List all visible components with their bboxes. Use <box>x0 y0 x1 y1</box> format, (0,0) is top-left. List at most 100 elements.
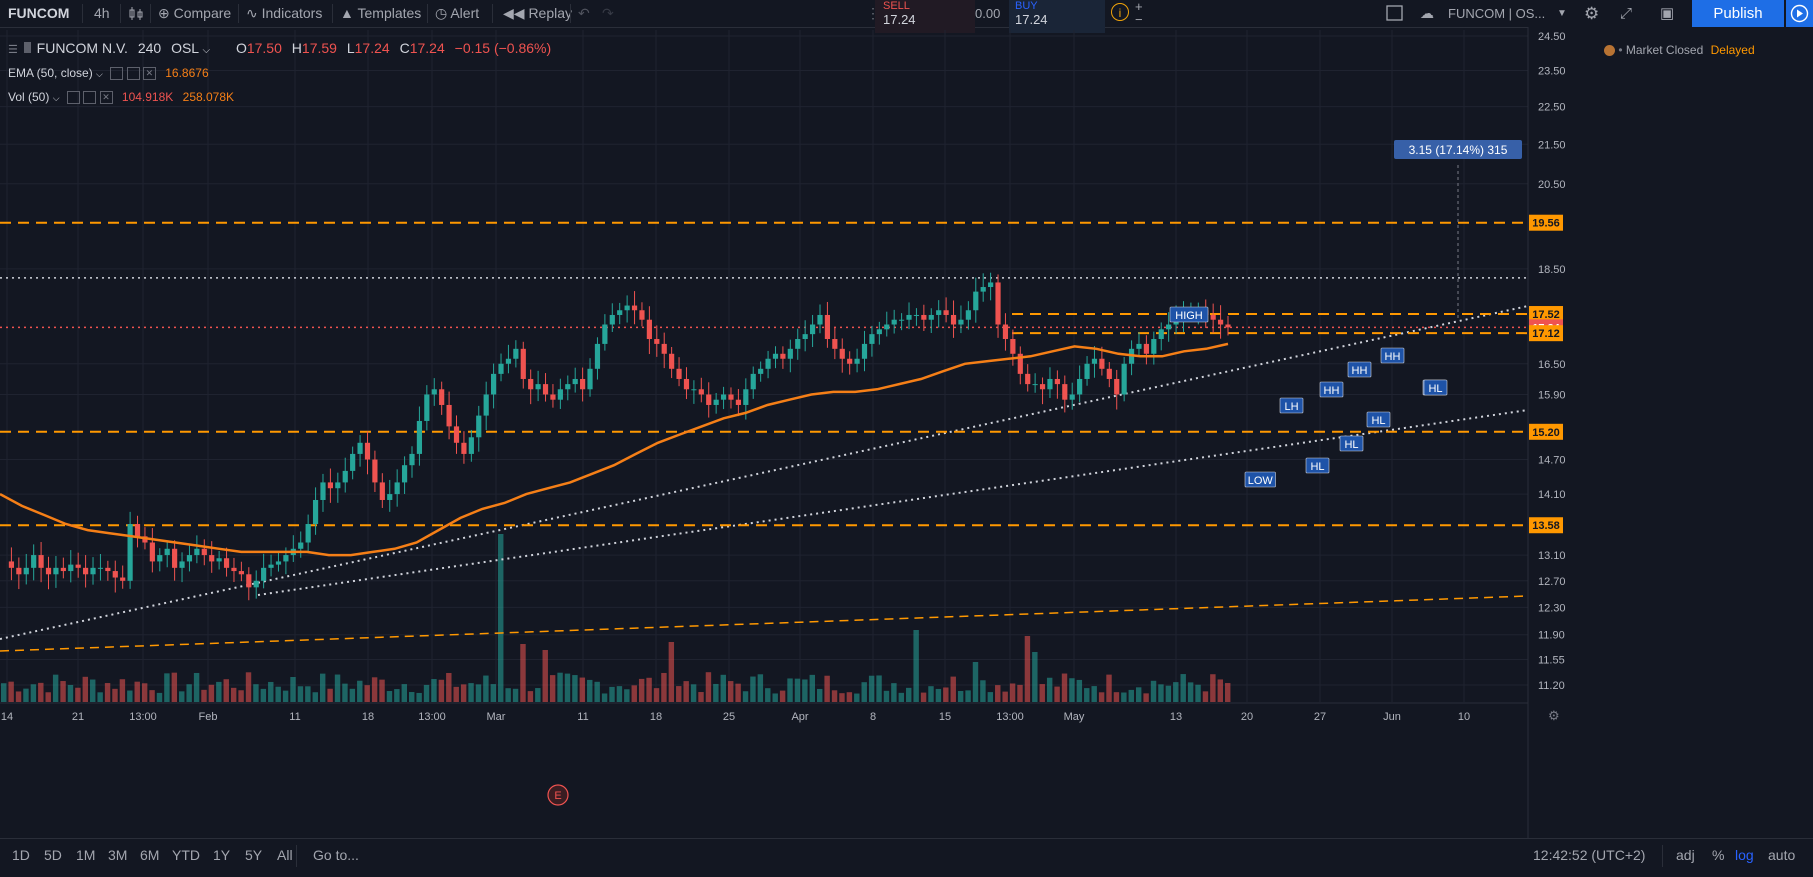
range-button-5d[interactable]: 5D <box>44 847 62 863</box>
eye-icon[interactable] <box>66 91 80 105</box>
ema-legend-row[interactable]: EMA (50, close) ⌵ ✕ 16.8676 <box>8 66 209 81</box>
redo-icon[interactable]: ↷ <box>602 5 614 21</box>
settings-icon[interactable] <box>126 67 140 81</box>
expand-icon[interactable]: ⤢ <box>1620 5 1633 22</box>
annotations[interactable]: HIGHLOWLHHHHHHHHLHLHLHLHL3.15 (17.14%) 3… <box>547 140 1522 806</box>
candle-body <box>1062 384 1068 400</box>
candles-icon[interactable] <box>128 0 144 27</box>
range-button-5y[interactable]: 5Y <box>245 847 263 863</box>
time-tick-label: Apr <box>791 711 808 723</box>
volume-bar <box>809 674 815 702</box>
candle-body <box>105 567 111 572</box>
trend-lines[interactable] <box>0 305 1529 652</box>
price-axis[interactable]: 24.50 23.50 22.50 21.50 20.50 18.50 16.50 15.90… <box>1527 27 1813 838</box>
eye-icon[interactable] <box>110 67 124 81</box>
candle-body <box>75 564 81 568</box>
candle-body <box>172 548 178 568</box>
time-tick-label: 25 <box>723 711 735 723</box>
volume-bar <box>171 672 178 702</box>
range-button-ytd[interactable]: YTD <box>172 847 200 863</box>
chevron-down-icon[interactable]: ▼ <box>1557 8 1567 19</box>
interval-button[interactable]: 4h <box>94 5 110 21</box>
range-button-1y[interactable]: 1Y <box>213 847 231 863</box>
log-toggle[interactable]: log <box>1735 847 1754 863</box>
price-tick-label: 13.10 <box>1538 550 1566 562</box>
vol-legend-label: Vol (50) <box>8 90 50 104</box>
candle-body <box>238 571 244 575</box>
range-button-1m[interactable]: 1M <box>76 847 96 863</box>
time-axis[interactable]: 14 21 13:00 Feb 11 18 13:00 Mar 11 18 25 Apr 8 15 13:0… <box>0 702 1560 723</box>
price-chart[interactable]: HIGHLOWLHHHHHHHHLHLHLHLHL3.15 (17.14%) 3… <box>0 0 1813 838</box>
volume-bar <box>995 685 1001 702</box>
adj-toggle[interactable]: adj <box>1676 847 1695 863</box>
camera-icon[interactable]: ▣ <box>1660 5 1675 22</box>
volume-bar <box>676 686 682 702</box>
candle-body <box>164 548 170 556</box>
candle-body <box>847 358 853 364</box>
replay-button[interactable]: ◀◀ Replay <box>503 0 572 27</box>
candle-body <box>1099 358 1105 369</box>
separator <box>492 4 493 23</box>
candle-body <box>958 319 964 325</box>
swing-low-label: LOW <box>1248 475 1274 487</box>
gear-icon[interactable]: ⚙ <box>1584 4 1600 23</box>
quantity-stepper[interactable]: + − <box>1135 0 1143 27</box>
range-button-all[interactable]: All <box>277 847 293 863</box>
volume-bar <box>564 673 571 702</box>
time-tick-label: Jun <box>1383 711 1401 723</box>
compare-button[interactable]: ⊕ Compare <box>158 0 231 27</box>
higher-low-label: HL <box>1428 383 1442 395</box>
volume-legend-row[interactable]: Vol (50) ⌵ ✕ 104.918K 258.078K <box>8 90 234 105</box>
candle-body <box>283 555 289 562</box>
volume-bar <box>1 683 7 702</box>
undo-icon[interactable]: ↶ <box>578 5 590 21</box>
range-button-3m[interactable]: 3M <box>108 847 128 863</box>
settings-icon[interactable] <box>83 91 97 105</box>
horizontal-levels[interactable] <box>0 221 1528 527</box>
open-label: O <box>235 40 247 56</box>
market-status[interactable]: • Market Closed Delayed <box>1604 43 1755 57</box>
buy-button[interactable]: BUY 17.24 <box>1009 0 1105 33</box>
symbol-legend-row[interactable]: ☰ FUNCOM N.V. 240 OSL ⌵ O17.50 H17.59 L1… <box>8 40 551 56</box>
remove-icon[interactable]: ✕ <box>99 91 113 105</box>
chart-layout-name[interactable]: FUNCOM | OS... <box>1448 6 1546 21</box>
auto-toggle[interactable]: auto <box>1768 847 1796 863</box>
price-axis-label: 15.20 <box>1532 427 1560 439</box>
publish-button[interactable]: Publish <box>1692 0 1784 27</box>
higher-high-label-box <box>1380 347 1405 364</box>
low-value: 17.24 <box>354 40 390 56</box>
goto-button[interactable]: Go to... <box>313 847 359 863</box>
remove-icon[interactable]: ✕ <box>142 67 156 81</box>
candle-body <box>631 305 638 311</box>
volume-bar <box>1032 652 1038 702</box>
flag-icon <box>23 42 31 53</box>
sell-button[interactable]: SELL 17.24 <box>875 0 975 33</box>
price-tick-label: 11.90 <box>1538 630 1565 642</box>
candle-body <box>720 394 727 400</box>
fullscreen-square-icon[interactable] <box>1386 0 1404 27</box>
time-tick-label: Feb <box>199 711 218 723</box>
price-axis-label: 17.12 <box>1532 328 1560 340</box>
price-tick-label: 15.90 <box>1538 389 1566 401</box>
percent-toggle[interactable]: % <box>1712 847 1725 863</box>
range-button-1d[interactable]: 1D <box>12 847 30 863</box>
volume-bar <box>542 650 548 702</box>
volume-bar <box>1061 673 1068 702</box>
legend-chevron-icon: ⌵ <box>202 45 211 56</box>
separator <box>238 4 239 23</box>
candle-body <box>372 459 378 483</box>
candle-body <box>60 567 66 572</box>
indicators-button[interactable]: ∿ Indicators <box>246 0 322 27</box>
symbol-search[interactable]: FUNCOM <box>8 5 70 21</box>
range-button-6m[interactable]: 6M <box>140 847 160 863</box>
volume-bar <box>1195 684 1201 702</box>
templates-button[interactable]: ▲ Templates <box>340 0 421 27</box>
candle-body <box>201 548 207 556</box>
candle-body <box>1210 314 1216 320</box>
play-button[interactable] <box>1786 0 1813 27</box>
alert-button[interactable]: ◷ Alert <box>435 0 479 27</box>
volume-bar <box>1098 692 1105 702</box>
volume-bar <box>60 681 66 702</box>
vol-legend-value1: 104.918K <box>121 90 174 104</box>
info-icon[interactable]: i <box>1111 3 1129 21</box>
